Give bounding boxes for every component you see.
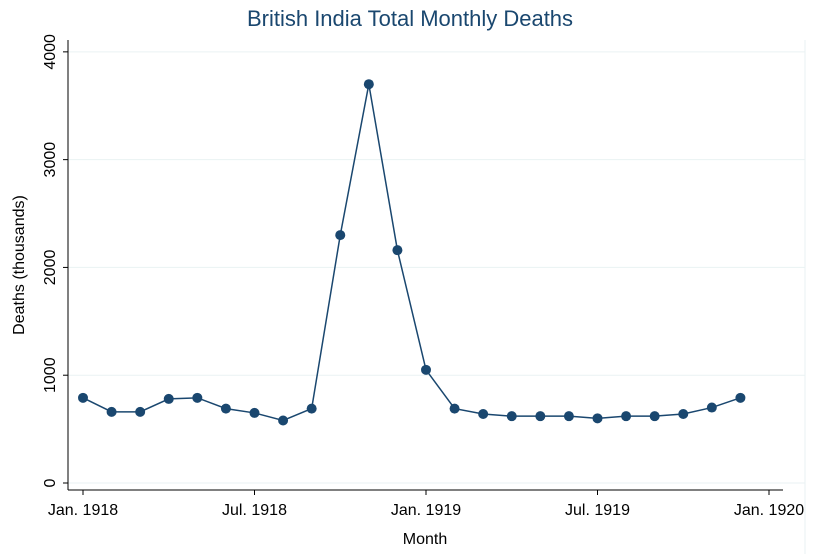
data-point xyxy=(363,79,374,90)
data-point xyxy=(135,406,146,417)
x-tick-label: Jan. 1920 xyxy=(734,502,804,519)
x-tick-label: Jul. 1918 xyxy=(222,502,287,519)
data-point xyxy=(478,409,489,420)
data-point xyxy=(678,409,689,420)
data-point xyxy=(249,407,260,418)
data-point xyxy=(421,364,431,375)
chart-title: British India Total Monthly Deaths xyxy=(247,6,573,31)
data-point xyxy=(563,411,574,422)
data-point xyxy=(278,415,289,426)
data-point xyxy=(306,403,317,414)
x-tick-label: Jan. 1919 xyxy=(391,502,461,519)
y-tick-label: 3000 xyxy=(42,142,59,178)
x-tick-label: Jan. 1918 xyxy=(48,502,118,519)
data-point xyxy=(592,413,603,424)
data-point xyxy=(335,230,346,241)
data-point xyxy=(535,411,546,422)
data-point xyxy=(706,402,717,413)
data-point xyxy=(78,392,88,403)
data-point xyxy=(106,406,117,417)
data-point xyxy=(449,403,460,414)
x-axis-title: Month xyxy=(403,531,447,548)
data-point xyxy=(506,411,517,422)
data-point xyxy=(735,392,746,403)
y-tick-label: 1000 xyxy=(42,357,59,393)
y-tick-label: 0 xyxy=(42,478,59,487)
data-point xyxy=(649,411,660,422)
data-point xyxy=(220,403,231,414)
data-point xyxy=(392,245,403,256)
y-tick-label: 2000 xyxy=(42,250,59,286)
x-tick-label: Jul. 1919 xyxy=(565,502,630,519)
data-point xyxy=(163,393,174,404)
data-point xyxy=(621,411,632,422)
y-tick-label: 4000 xyxy=(42,34,59,70)
y-axis-title: Deaths (thousands) xyxy=(11,195,28,335)
data-point xyxy=(192,392,203,403)
